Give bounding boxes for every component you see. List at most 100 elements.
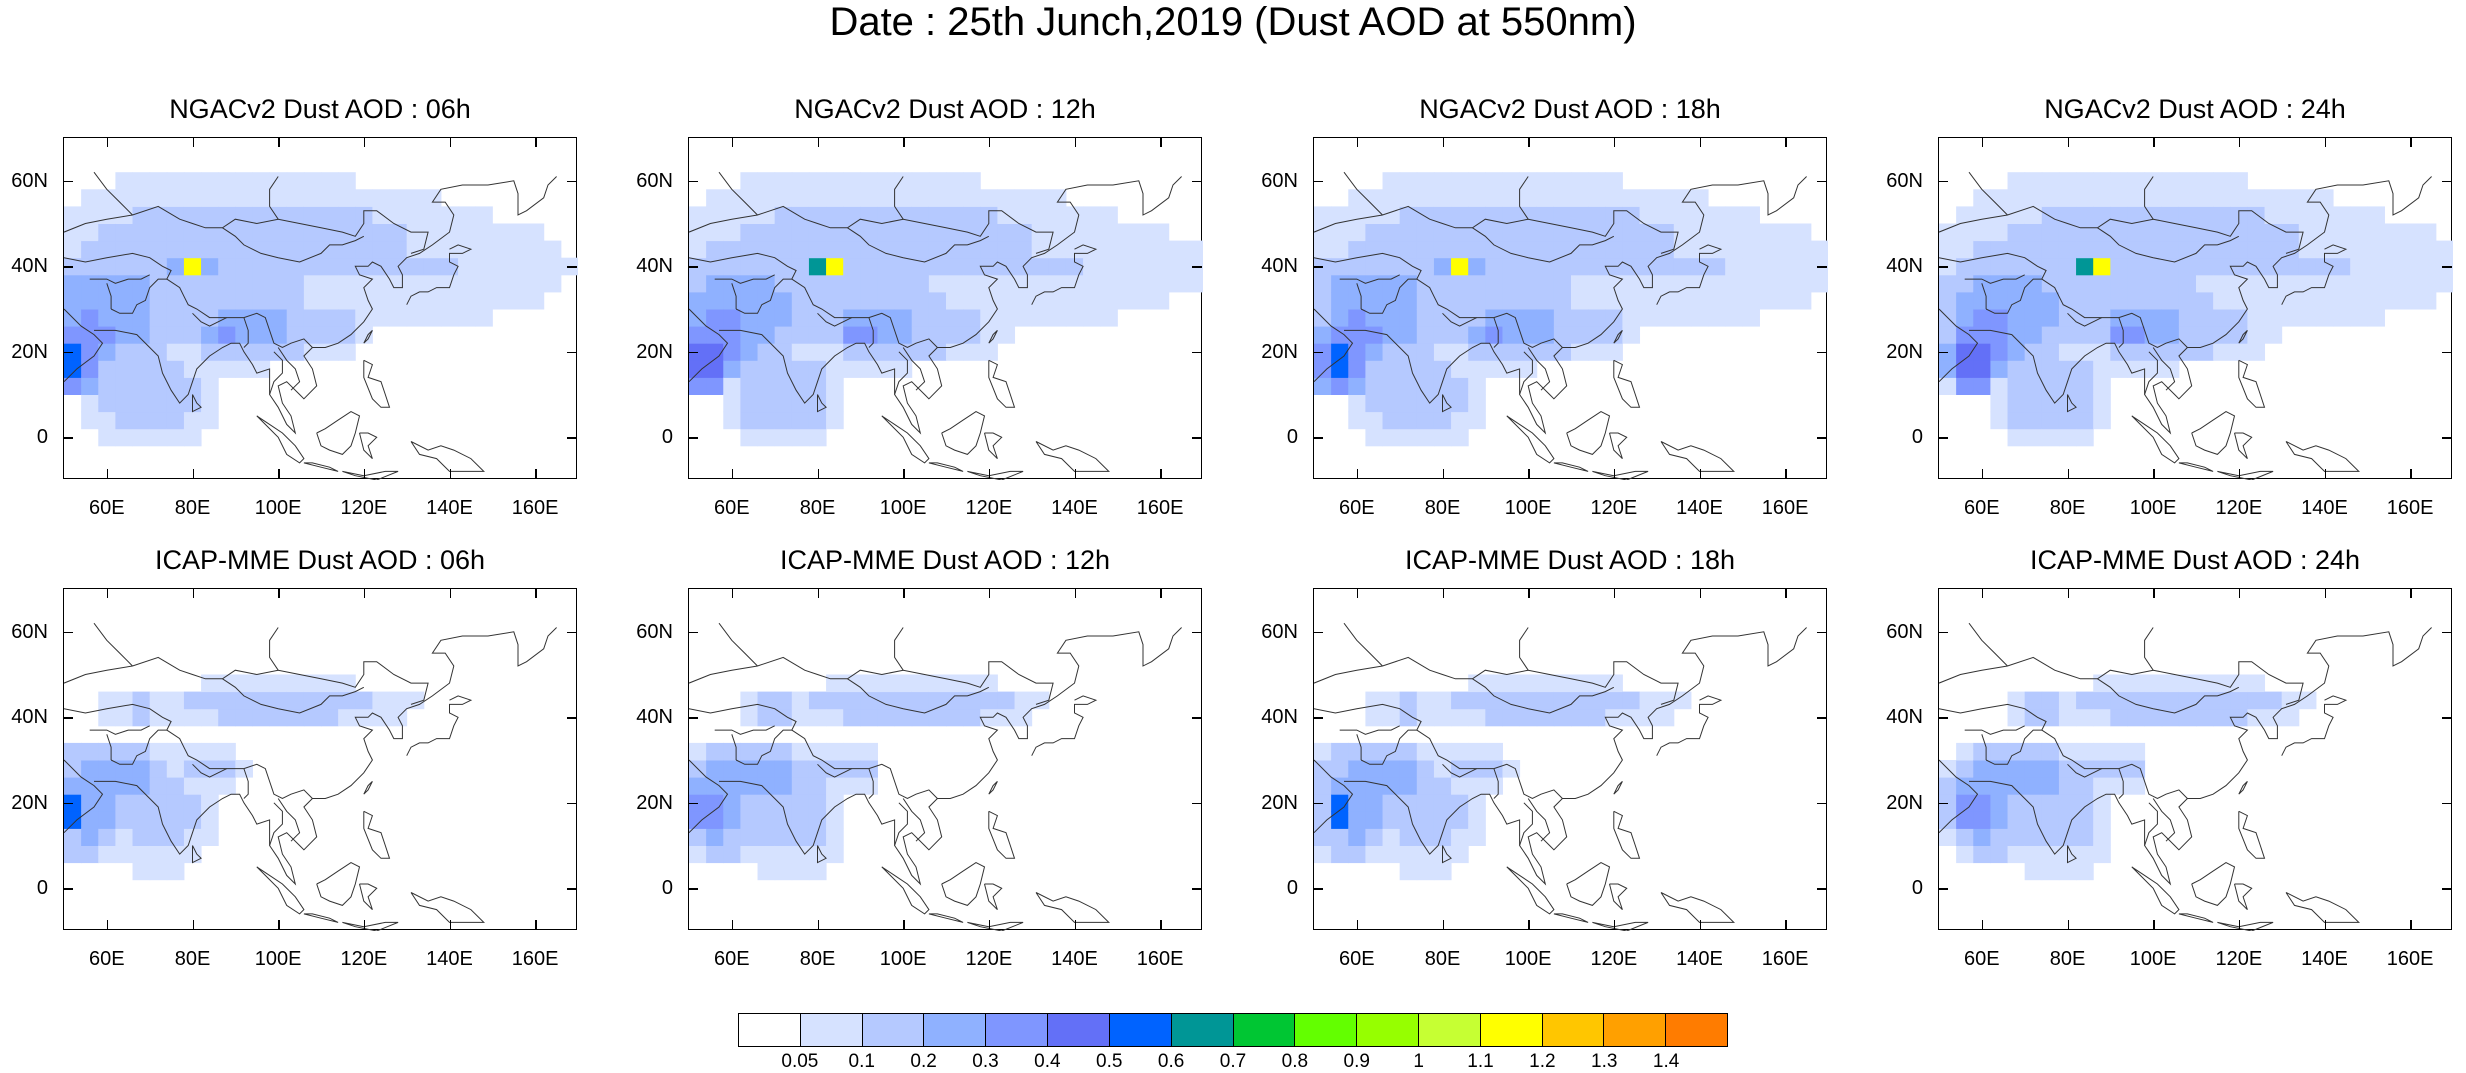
aod-cell [1553,189,1572,207]
lon-tick [278,469,280,479]
aod-cell [1605,189,1623,207]
aod-cell [1416,206,1435,224]
lon-tick-label: 160E [511,497,559,519]
country-border [1519,176,1529,220]
aod-cell [1571,326,1589,344]
coastline [1609,883,1628,910]
country-border [1416,278,1563,349]
aod-cell [149,828,168,846]
aod-cell [2178,223,2197,242]
aod-cell [1656,291,1675,310]
lat-tick [63,631,73,634]
aod-cell [64,828,82,846]
aod-cell [355,309,373,327]
aod-cell [218,326,236,344]
aod-cell [218,206,236,224]
aod-cell [64,742,82,761]
aod-cell [1100,206,1118,224]
aod-cell [2178,691,2197,710]
aod-cell [2076,274,2094,293]
aod-cell [963,326,981,344]
lon-tick [535,588,537,598]
aod-cell [2178,343,2197,361]
aod-cell [1433,411,1452,430]
aod-cell [303,240,322,259]
aod-cell [2161,172,2180,190]
aod-cell [706,274,724,293]
aod-cell [1348,257,1366,276]
aod-cell [1956,794,1974,812]
aod-cell [2264,189,2283,207]
aod-cell [1451,742,1469,761]
aod-cell [235,189,253,207]
aod-cell [64,274,82,293]
lat-tick [63,351,73,354]
aod-cell [1519,189,1538,207]
aod-cell [1468,343,1486,361]
aod-cell [1519,257,1538,276]
aod-cell [286,274,305,293]
aod-cell [757,428,776,447]
aod-cell [911,274,930,293]
lat-tick [63,437,73,439]
coastline [1939,308,1979,383]
aod-cell [64,845,82,864]
aod-cell [843,343,861,361]
aod-cell [1973,240,1991,259]
aod-cell [843,189,861,207]
lon-tick [1699,920,1701,930]
country-border [106,734,112,760]
aod-cell [1331,794,1349,812]
aod-cell [689,377,707,395]
aod-cell [183,777,202,795]
lon-tick-label: 60E [714,497,750,519]
aod-cell [2196,326,2214,344]
aod-cell [1468,360,1486,378]
aod-cell [2230,223,2248,242]
aod-cell [132,862,151,881]
aod-cell [132,257,151,276]
coastline [406,244,473,305]
aod-cell [1365,777,1384,795]
coastline [1314,759,1354,834]
lon-tick [535,137,537,147]
aod-cell [218,274,236,293]
country-border [847,227,990,263]
aod-cell [2076,257,2094,276]
aod-cell [1416,794,1435,812]
aod-cell [843,206,861,224]
lat-tick [567,888,577,890]
aod-cell [1793,223,1812,242]
aod-cell [2007,172,2026,190]
aod-cell [235,274,253,293]
aod-cell [826,742,844,761]
coastline [2238,359,2266,408]
aod-cell [1571,172,1589,190]
aod-cell [303,189,322,207]
lat-tick [1192,266,1202,268]
aod-cell [115,343,134,361]
aod-cell [2024,172,2043,190]
aod-cell [1536,291,1555,310]
aod-cell [791,206,810,224]
aod-cell [149,189,168,207]
aod-cell [2144,360,2163,378]
country-border [1314,205,1679,254]
aod-cell [1134,240,1153,259]
lat-tick [1192,437,1202,439]
aod-cell [774,240,793,259]
aod-cell [723,189,741,207]
aod-cell [1416,223,1435,242]
aod-cell [81,291,99,310]
aod-cell [2127,291,2146,310]
country-border [64,656,429,705]
aod-cell [2093,691,2111,710]
aod-cell [1433,206,1452,224]
aod-cell [406,206,425,224]
aod-cell [2247,309,2266,327]
aod-cell [372,691,391,710]
aod-cell [1725,223,1743,242]
aod-cell [2264,691,2283,710]
aod-cell [757,777,776,795]
aod-cell [774,189,793,207]
